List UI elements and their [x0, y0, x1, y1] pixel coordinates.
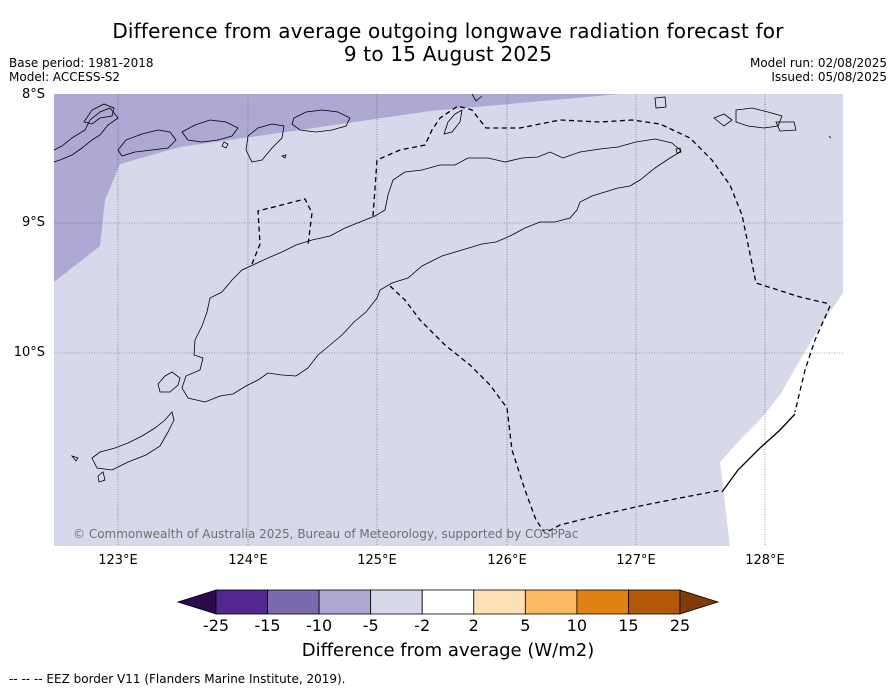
colorbar-tick-label: 10: [566, 616, 588, 635]
lon-label-123e: 123°E: [98, 553, 138, 568]
eez-border-north: [372, 105, 831, 305]
coastline-lembata: [181, 119, 239, 143]
lon-label-127e: 127°E: [616, 553, 656, 568]
colorbar-segment: [576, 589, 629, 615]
colorbar-tick-label: 2: [468, 616, 479, 635]
base-period-text: Base period: 1981-2018: [9, 56, 154, 70]
issued-text: Issued: 05/08/2025: [771, 70, 887, 84]
colorbar-segment: [524, 589, 578, 615]
eez-legend-text: -- -- -- EEZ border V11 (Flanders Marine…: [9, 672, 346, 686]
lon-label-125e: 125°E: [357, 553, 397, 568]
lon-label-124e: 124°E: [228, 553, 268, 568]
coastline-island-e: [775, 121, 797, 132]
coastline-small-isle: [97, 471, 106, 483]
coastline-small-isle-2: [70, 455, 79, 462]
copyright-text: © Commonwealth of Australia 2025, Bureau…: [73, 527, 579, 541]
colorbar-segment: [473, 589, 526, 615]
eez-border-south: [389, 285, 723, 534]
lon-label-128e: 128°E: [745, 553, 785, 568]
coastline-islet-3: [828, 135, 832, 139]
colorbar-tick-label: -10: [306, 616, 333, 635]
anomaly-region-light: [54, 94, 843, 546]
lon-label-126e: 126°E: [487, 553, 527, 568]
model-run-text: Model run: 02/08/2025: [749, 56, 887, 70]
eez-border-east: [794, 305, 831, 413]
meta-left: Base period: 1981-2018 Model: ACCESS-S2: [9, 56, 154, 84]
coastline-islet-2: [281, 154, 287, 159]
coastline-island-b: [654, 96, 667, 109]
coastline-island-a: [83, 103, 115, 125]
model-text: Model: ACCESS-S2: [9, 70, 121, 84]
eez-borders: [251, 105, 831, 534]
graticule: [54, 94, 843, 546]
colorbar-segment: [628, 589, 681, 615]
anomaly-region-neutral: [720, 293, 843, 546]
colorbar-tick-label: -15: [254, 616, 281, 635]
coastline-rote: [91, 411, 175, 471]
colorbar-tick-label: 5: [520, 616, 531, 635]
coastline-oecusse: [157, 371, 181, 393]
lat-label-9s: 9°S: [21, 215, 45, 230]
colorbar-tick-label: 25: [669, 616, 691, 635]
meta-right: Model run: 02/08/2025 Issued: 05/08/2025: [750, 56, 887, 84]
coastline-timor: [181, 138, 681, 403]
colorbar-tick-label: -5: [362, 616, 379, 635]
coastline-flores: [53, 107, 119, 163]
map-title-line2: 9 to 15 August 2025: [343, 42, 553, 66]
colorbar: [176, 589, 720, 615]
colorbar-segment: [215, 589, 268, 615]
coastline-pantar: [245, 123, 285, 163]
coastline-island-c: [713, 113, 733, 127]
colorbar-segment: [370, 589, 423, 615]
colorbar-extend-high: [679, 589, 720, 615]
colorbar-label: Difference from average (W/m2): [301, 640, 595, 661]
colorbar-extend-low: [176, 589, 217, 615]
lat-label-10s: 10°S: [13, 345, 45, 360]
coastline-alor: [291, 109, 351, 133]
coastline-jaco: [675, 147, 682, 154]
coastlines: [53, 93, 832, 483]
colorbar-segment: [421, 589, 475, 615]
eez-border-west: [251, 198, 313, 265]
map-title: Difference from average outgoing longwav…: [0, 20, 896, 66]
coastline-solor: [117, 129, 177, 157]
colorbar-tick-label: -25: [202, 616, 230, 635]
colorbar-segment: [318, 589, 372, 615]
coastline-islet-1: [221, 141, 229, 149]
colorbar-segment: [267, 589, 320, 615]
lat-label-8s: 8°S: [21, 87, 45, 102]
boundary-solid: [721, 413, 796, 493]
coastline-atauro: [443, 109, 463, 135]
colorbar-tick-label: 15: [618, 616, 639, 635]
colorbar-tick-label: -2: [414, 616, 431, 635]
map-title-line1: Difference from average outgoing longwav…: [112, 19, 784, 43]
coastline-wetar-tip: [471, 93, 483, 102]
